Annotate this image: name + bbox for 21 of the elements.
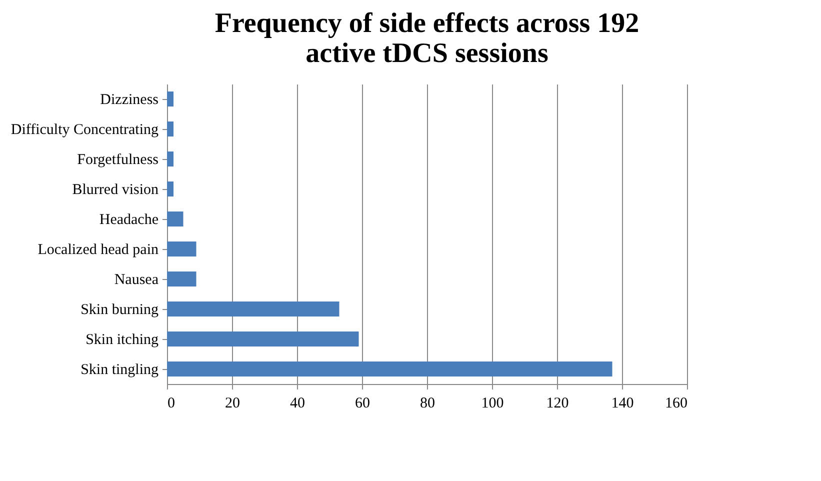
x-tick-label: 80 (420, 396, 435, 412)
text: Frequency of side effects across 192 (214, 8, 640, 39)
y-tick-label: Skin tingling (80, 362, 159, 378)
x-tick-label: 60 (355, 396, 370, 412)
x-tick-label: 120 (546, 396, 569, 412)
y-tick-label: Difficulty Concentrating (10, 122, 159, 138)
x-tick-label: 160 (665, 396, 688, 412)
x-tick-label: 40 (290, 396, 305, 412)
y-tick-label: Nausea (114, 272, 159, 288)
y-tick-label: Blurred vision (72, 182, 159, 198)
x-tick-label: 100 (481, 396, 504, 412)
y-tick-label: Skin burning (80, 302, 159, 318)
x-tick-label: 140 (611, 396, 634, 412)
y-tick-label: Skin itching (86, 332, 159, 348)
y-tick-label: Dizziness (100, 92, 159, 108)
x-tick-label: 20 (225, 396, 240, 412)
y-tick-label: Localized head pain (38, 242, 159, 258)
y-tick-label: Headache (99, 212, 159, 228)
y-tick-label: Forgetfulness (77, 152, 159, 168)
x-tick-label: 0 (168, 396, 175, 412)
text: active tDCS sessions (306, 38, 548, 69)
